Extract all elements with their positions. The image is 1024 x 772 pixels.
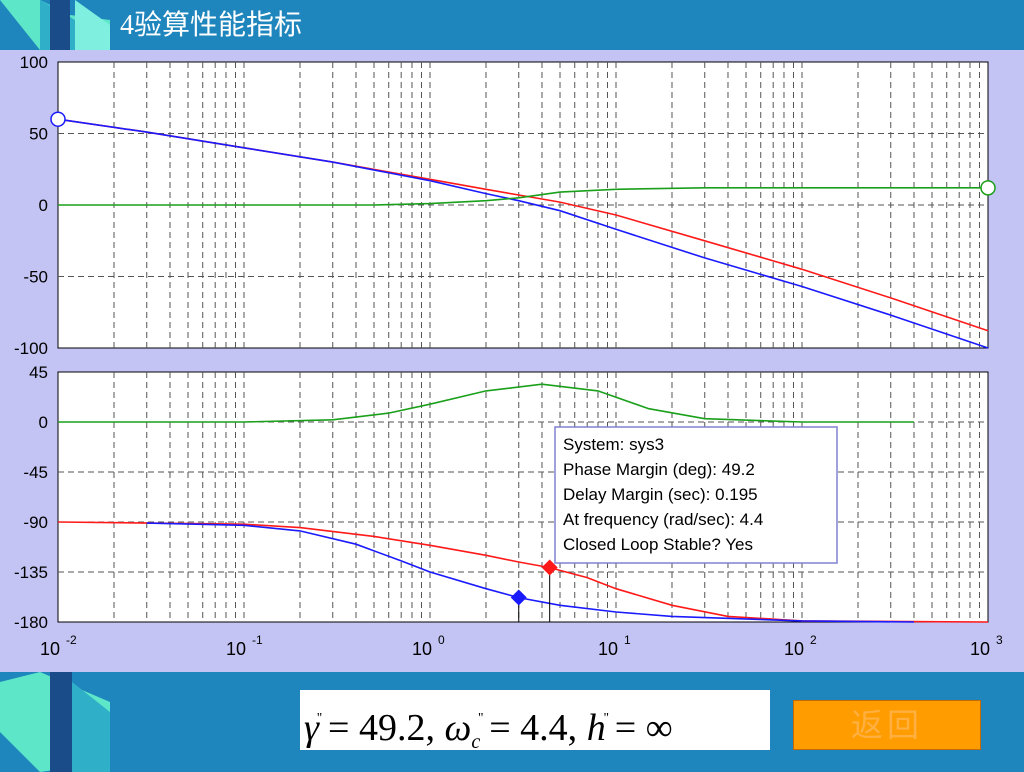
gamma-prime: '': [316, 711, 323, 726]
y-tick-label: 0: [39, 196, 48, 215]
marker-diamond-blue[interactable]: [510, 589, 527, 606]
decoration-top-left: [0, 0, 110, 50]
series-line-red: [57, 521, 989, 623]
phase-y-tick-labels: 45 0 -45 -90 -135 -180: [14, 363, 48, 632]
y-tick-label: -180: [14, 613, 48, 632]
x-tick-label: 10: [40, 639, 60, 659]
y-tick-label: -90: [23, 513, 48, 532]
tooltip-line-frequency: At frequency (rad/sec): 4.4: [563, 510, 763, 529]
x-tick-exponent: 0: [438, 633, 445, 647]
margin-formula: γ'' = 49.2, ωc'' = 4.4, h'' = ∞: [300, 690, 770, 753]
y-tick-label: -135: [14, 563, 48, 582]
y-tick-label: 0: [39, 413, 48, 432]
y-tick-label: -45: [23, 463, 48, 482]
y-tick-label: -100: [14, 339, 48, 358]
tooltip-line-stable: Closed Loop Stable? Yes: [563, 535, 753, 554]
omega-value: = 4.4,: [489, 707, 578, 749]
magnitude-series: [57, 118, 989, 349]
margin-tooltip: System: sys3 Phase Margin (deg): 49.2 De…: [554, 426, 838, 564]
series-line-blue: [146, 522, 915, 623]
x-tick-exponent: 2: [810, 633, 817, 647]
marker-diamond-red[interactable]: [541, 559, 558, 576]
phase-markers: [510, 559, 558, 622]
x-tick-exponent: -1: [252, 633, 263, 647]
y-tick-label: 50: [29, 125, 48, 144]
x-tick-label: 10: [970, 639, 990, 659]
y-tick-label: -50: [23, 268, 48, 287]
tooltip-line-delay-margin: Delay Margin (sec): 0.195: [563, 485, 758, 504]
x-tick-exponent: -2: [66, 633, 77, 647]
x-tick-label: 10: [412, 639, 432, 659]
marker-circle-green[interactable]: [980, 180, 996, 196]
phase-axes: [57, 371, 989, 623]
phase-series: [57, 383, 989, 623]
x-tick-exponent: 3: [996, 633, 1003, 647]
magnitude-markers: [50, 111, 996, 196]
x-tick-label: 10: [598, 639, 618, 659]
series-line-blue: [57, 118, 989, 349]
h-prime: '': [603, 711, 609, 726]
x-tick-label: 10: [784, 639, 804, 659]
x-tick-label: 10: [226, 639, 246, 659]
series-line-green: [58, 187, 988, 206]
magnitude-y-tick-labels: 100 50 0 -50 -100: [14, 53, 48, 358]
decoration-bottom-left: [0, 672, 110, 772]
omega-symbol: ω: [444, 707, 472, 749]
h-symbol: h: [586, 707, 606, 749]
tooltip-line-phase-margin: Phase Margin (deg): 49.2: [563, 460, 755, 479]
slide-title: 4验算性能指标: [120, 10, 303, 41]
tooltip-line-system: System: sys3: [563, 435, 664, 454]
marker-circle-blue[interactable]: [50, 111, 66, 127]
omega-subscript: c: [471, 731, 481, 753]
back-button[interactable]: 返回: [793, 700, 981, 750]
phase-x-tick-labels: 10 -2 10 -1 10 0 10 1 10 2 10 3: [40, 633, 1003, 659]
h-value: = ∞: [614, 707, 673, 749]
gamma-symbol: γ: [304, 707, 319, 749]
gamma-value: = 49.2,: [328, 707, 435, 749]
y-tick-label: 45: [29, 363, 48, 382]
series-line-green: [58, 383, 914, 423]
omega-prime: '': [478, 711, 484, 726]
x-tick-exponent: 1: [624, 633, 631, 647]
y-tick-label: 100: [20, 53, 48, 72]
